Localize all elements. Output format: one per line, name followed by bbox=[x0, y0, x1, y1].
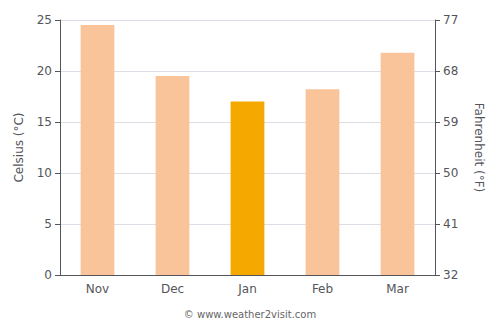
svg-text:Feb: Feb bbox=[312, 282, 333, 296]
svg-text:Celsius (°C): Celsius (°C) bbox=[12, 112, 26, 182]
svg-text:10: 10 bbox=[37, 166, 52, 180]
svg-text:25: 25 bbox=[37, 13, 52, 27]
svg-text:5: 5 bbox=[44, 217, 52, 231]
svg-text:Jan: Jan bbox=[237, 282, 257, 296]
svg-text:68: 68 bbox=[443, 64, 458, 78]
svg-text:Dec: Dec bbox=[161, 282, 184, 296]
svg-text:77: 77 bbox=[443, 13, 458, 27]
svg-text:15: 15 bbox=[37, 115, 52, 129]
svg-text:20: 20 bbox=[37, 64, 52, 78]
svg-text:41: 41 bbox=[443, 217, 458, 231]
svg-text:0: 0 bbox=[44, 268, 52, 282]
svg-text:59: 59 bbox=[443, 115, 458, 129]
svg-text:32: 32 bbox=[443, 268, 458, 282]
svg-text:© www.weather2visit.com: © www.weather2visit.com bbox=[184, 309, 316, 320]
svg-text:Mar: Mar bbox=[386, 282, 409, 296]
svg-text:Nov: Nov bbox=[86, 282, 109, 296]
svg-text:Fahrenheit (°F): Fahrenheit (°F) bbox=[472, 103, 486, 193]
svg-text:50: 50 bbox=[443, 166, 458, 180]
